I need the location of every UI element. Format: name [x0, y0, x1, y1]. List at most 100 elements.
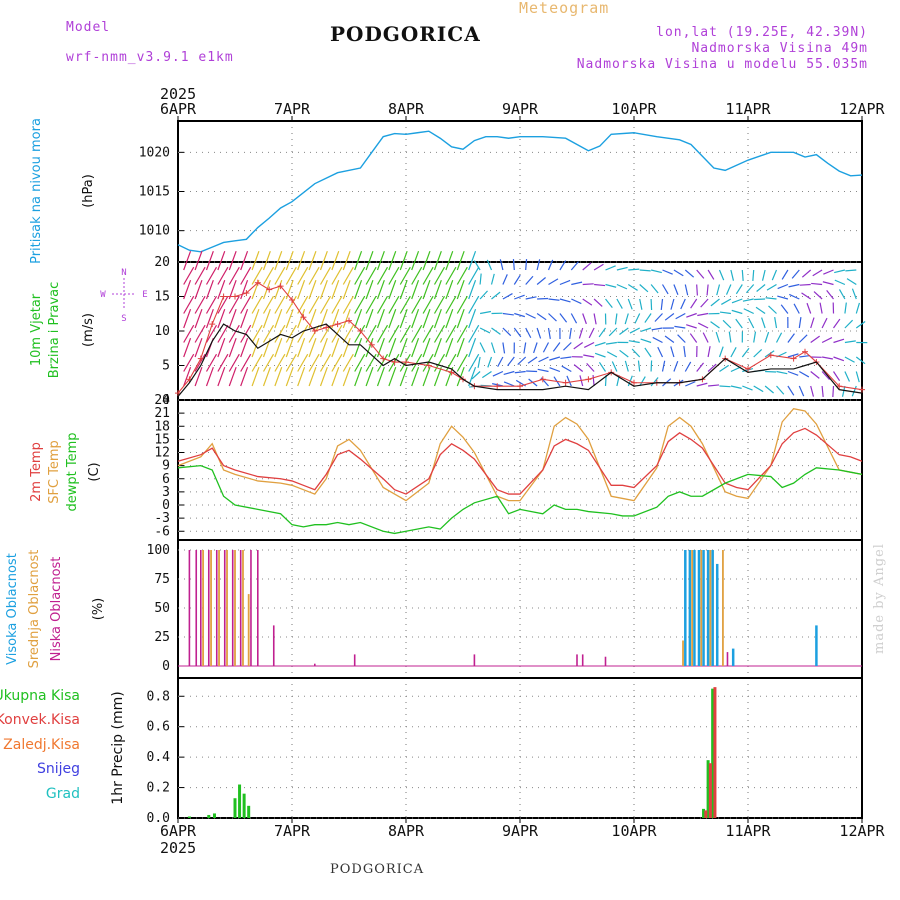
y-tick-label: 21 — [154, 406, 170, 421]
wind-vector — [664, 335, 675, 343]
wind-vector — [205, 251, 214, 271]
wind-vector — [536, 277, 546, 285]
wind-vector — [700, 298, 709, 308]
wind-vector — [297, 266, 309, 285]
wind-vector — [525, 275, 534, 285]
wind-vector — [650, 284, 659, 294]
wind-vector — [812, 269, 823, 277]
wind-vector — [468, 266, 480, 285]
wind-vector — [651, 327, 663, 331]
panel-frame-4 — [177, 539, 863, 679]
cloud-bar — [202, 550, 204, 666]
wind-vector — [569, 327, 572, 339]
wind-vector — [791, 269, 800, 279]
wind-vector — [707, 269, 715, 280]
wind-vector — [274, 251, 283, 271]
wind-vector — [445, 309, 454, 329]
wind-vector — [822, 281, 834, 286]
wind-vector — [228, 309, 237, 329]
wind-vector — [331, 266, 343, 285]
precip-legend-2: Konvek.Kisa — [0, 712, 80, 728]
wind-vector — [582, 298, 593, 306]
wind-vector — [787, 385, 795, 396]
wind-vector — [308, 266, 320, 285]
wind-vector — [525, 296, 537, 300]
wind-vector — [411, 251, 420, 271]
cloud-bar — [234, 550, 236, 666]
cloud-bar — [722, 550, 724, 666]
wind-vector — [308, 251, 317, 271]
wind-vector — [776, 385, 785, 395]
wind-vector — [716, 284, 721, 296]
precip-unit-label: 1hr Precip (mm) — [110, 691, 126, 804]
y-tick-label: 0.0 — [147, 811, 170, 826]
wind-vector — [422, 309, 431, 329]
wind-vector — [752, 269, 755, 282]
wind-vector — [388, 353, 400, 372]
wind-vector — [697, 312, 709, 317]
wind-vector — [308, 324, 320, 343]
wind-vector — [755, 306, 766, 314]
wind-vector — [542, 342, 550, 353]
wind-vector — [810, 371, 820, 379]
y-tick-label: 5 — [162, 359, 170, 374]
wind-vector — [445, 324, 457, 343]
wind-vector — [753, 331, 757, 343]
wind-unit-label: (m/s) — [81, 313, 96, 347]
wind-vector — [838, 289, 846, 300]
precip-legend-1: Ukupna Kisa — [0, 688, 80, 704]
wind-vector — [331, 353, 343, 372]
time-tick-top: 10APR — [611, 100, 657, 118]
wind-vector — [228, 251, 237, 271]
wind-vector — [445, 295, 457, 314]
cloud-bar — [688, 550, 692, 666]
wind-vector — [365, 367, 374, 387]
wind-vector — [217, 295, 229, 314]
y-tick-label: 0.8 — [147, 689, 170, 704]
wind-vector — [677, 334, 686, 343]
wind-vector — [789, 293, 800, 300]
wind-vector — [605, 283, 617, 288]
wind-vector — [844, 340, 856, 344]
wind-vector — [787, 353, 799, 358]
time-tick-bottom: 7APR — [274, 822, 311, 840]
wind-vector — [183, 266, 195, 285]
wind-vector — [527, 356, 538, 364]
wind-vector — [605, 341, 617, 345]
y-tick-label: 0 — [162, 498, 170, 513]
wind-vector — [228, 280, 237, 300]
wind-vector — [512, 258, 515, 271]
wind-vector — [722, 319, 732, 329]
wind-vector — [274, 324, 286, 343]
wind-vector — [593, 313, 597, 325]
wind-vector — [411, 266, 423, 285]
wind-vector — [422, 367, 431, 387]
wind-vector — [479, 273, 482, 285]
wind-vector — [183, 309, 192, 329]
cloud-bar — [353, 654, 356, 666]
wind-vector — [308, 338, 317, 358]
cloud-bar — [706, 550, 710, 666]
wind-vector — [798, 317, 802, 329]
wind-vector — [342, 324, 354, 343]
wind-vector — [297, 338, 306, 358]
time-tick-bottom: 11APR — [725, 822, 771, 840]
wind-vector — [388, 251, 397, 271]
wind-vector — [205, 295, 218, 314]
cloud-bar — [250, 550, 252, 666]
wind-vector — [810, 335, 821, 343]
wind-vector — [674, 325, 686, 329]
wind-vector — [683, 346, 686, 358]
wind-vector — [594, 352, 606, 358]
wind-vector — [605, 265, 616, 271]
wind-vector — [477, 356, 481, 368]
wind-vector — [561, 365, 572, 373]
wind-vector — [365, 338, 374, 358]
wind-vector — [499, 259, 504, 271]
wind-vector — [399, 367, 408, 387]
wind-vector — [445, 353, 457, 372]
wind-vector — [251, 338, 260, 358]
wind-vector — [832, 385, 835, 398]
wind-vector — [536, 259, 541, 271]
